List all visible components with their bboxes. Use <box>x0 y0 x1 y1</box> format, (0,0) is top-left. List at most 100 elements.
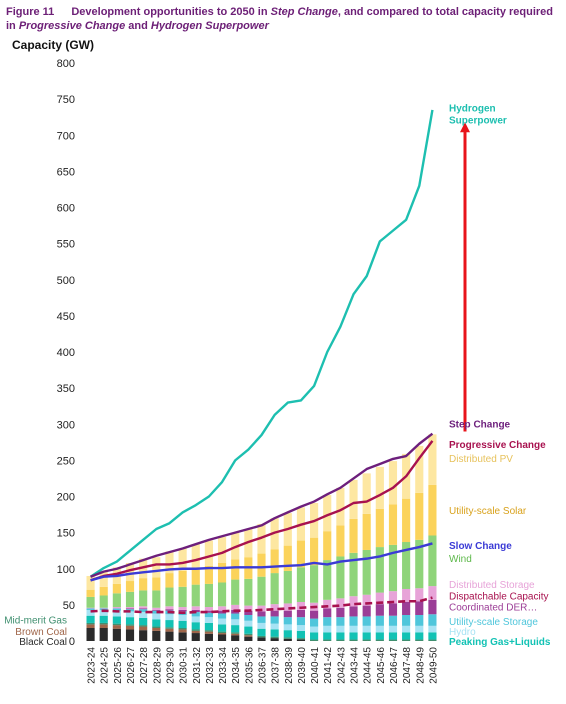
x-tick-label: 2027-28 <box>139 647 150 684</box>
bar-segment <box>125 562 135 582</box>
bar-segment <box>125 611 135 618</box>
y-tick-label: 550 <box>57 239 75 251</box>
bar-segment <box>388 603 398 616</box>
x-tick-label: 2023-24 <box>87 647 98 684</box>
bar-segment <box>270 573 279 605</box>
bar-segment <box>349 632 358 640</box>
bar-segment <box>191 606 200 610</box>
bar-segment <box>257 616 266 623</box>
bar-segment <box>165 606 174 610</box>
bar-segment <box>283 624 292 631</box>
bar-segment <box>270 629 279 637</box>
bar-segment <box>257 637 266 641</box>
bar-segment <box>178 607 187 610</box>
bar-segment <box>257 628 266 636</box>
x-tick-label: 2034-35 <box>231 647 242 684</box>
bar-segment <box>336 598 345 608</box>
bar-segment <box>257 576 266 606</box>
y-tick-label: 0 <box>69 636 75 648</box>
bar-segment <box>231 579 240 605</box>
y-tick-label: 700 <box>57 130 75 142</box>
bar-segment <box>349 639 358 641</box>
bar-segment <box>99 570 108 587</box>
bar-segment <box>204 583 213 608</box>
bar-segment <box>204 612 213 618</box>
title-part: Development opportunities to 2050 in <box>71 6 271 18</box>
bar-segment <box>415 492 424 540</box>
bar-segment <box>112 610 121 617</box>
x-tick-label: 2032-33 <box>205 647 216 684</box>
x-tick-label: 2029-30 <box>165 647 176 684</box>
series-label: Distributed PV <box>449 454 513 465</box>
bar-segment <box>99 622 108 625</box>
bar-segment <box>217 633 227 635</box>
bar-segment <box>152 613 161 620</box>
title-part: Step Change <box>270 6 338 18</box>
bar-segment <box>231 619 240 626</box>
bar-segment <box>191 612 200 617</box>
x-tick-label: 2039-40 <box>297 647 308 684</box>
y-tick-label: 50 <box>63 600 75 612</box>
y-tick-label: 600 <box>57 203 75 215</box>
bar-segment <box>428 614 437 626</box>
series-label: Slow Change <box>449 541 512 552</box>
bar-segment <box>323 632 332 640</box>
bar-segment <box>296 567 306 602</box>
bar-segment <box>349 596 358 607</box>
bar-segment <box>244 605 253 611</box>
bar-segment <box>362 473 371 514</box>
bar-segment <box>217 631 227 634</box>
bar-segment <box>152 628 161 631</box>
bar-segment <box>296 625 306 631</box>
bar-segment <box>323 560 332 600</box>
bar-segment <box>178 548 187 571</box>
bar-segment <box>283 570 292 604</box>
bar-segment <box>388 615 398 626</box>
bar-segment <box>428 625 437 633</box>
bar-segment <box>336 487 345 526</box>
bar-segment <box>244 578 253 606</box>
bar-segment <box>283 603 292 611</box>
figure-number: Figure 11 <box>6 6 55 18</box>
series-label: Mid-merit Gas <box>4 615 67 626</box>
bar-segment <box>257 553 266 577</box>
bar-segment <box>165 628 174 632</box>
bar-segment <box>310 626 319 633</box>
x-tick-label: 2041-42 <box>323 647 334 684</box>
y-tick-label: 800 <box>57 58 75 70</box>
bar-segment <box>152 609 161 611</box>
series-label: Hydrogen Superpower <box>449 103 507 126</box>
bar-segment <box>204 617 213 623</box>
series-label: Coordinated DER… <box>449 602 537 613</box>
x-tick-label: 2030-31 <box>179 647 190 684</box>
x-tick-label: 2038-39 <box>284 647 295 684</box>
y-tick-label: 500 <box>57 275 75 287</box>
bar-segment <box>310 639 319 641</box>
series-line <box>90 432 434 578</box>
bar-segment <box>244 633 253 636</box>
bar-segment <box>204 607 213 611</box>
bar-segment <box>244 614 253 621</box>
bar-segment <box>323 531 332 561</box>
bar-segment <box>388 504 398 545</box>
bar-segment <box>296 638 306 640</box>
bar-segment <box>362 616 371 626</box>
bar-segment <box>388 625 398 633</box>
series-line <box>90 542 433 582</box>
x-tick-label: 2025-26 <box>113 647 124 684</box>
bar-segment <box>86 589 95 597</box>
bar-segment <box>296 639 306 641</box>
bar-segment <box>283 638 292 641</box>
bar-segment <box>388 632 398 640</box>
y-tick-label: 250 <box>57 455 75 467</box>
bar-segment <box>139 630 148 641</box>
bar-segment <box>125 629 135 641</box>
bar-segment <box>428 586 437 600</box>
scenario-lines <box>89 109 434 615</box>
bar-segment <box>112 625 121 629</box>
bar-segment <box>323 639 332 641</box>
bar-segment <box>178 609 187 612</box>
bar-segment <box>99 586 108 596</box>
bar-segment <box>244 635 253 637</box>
bar-segment <box>296 630 306 639</box>
